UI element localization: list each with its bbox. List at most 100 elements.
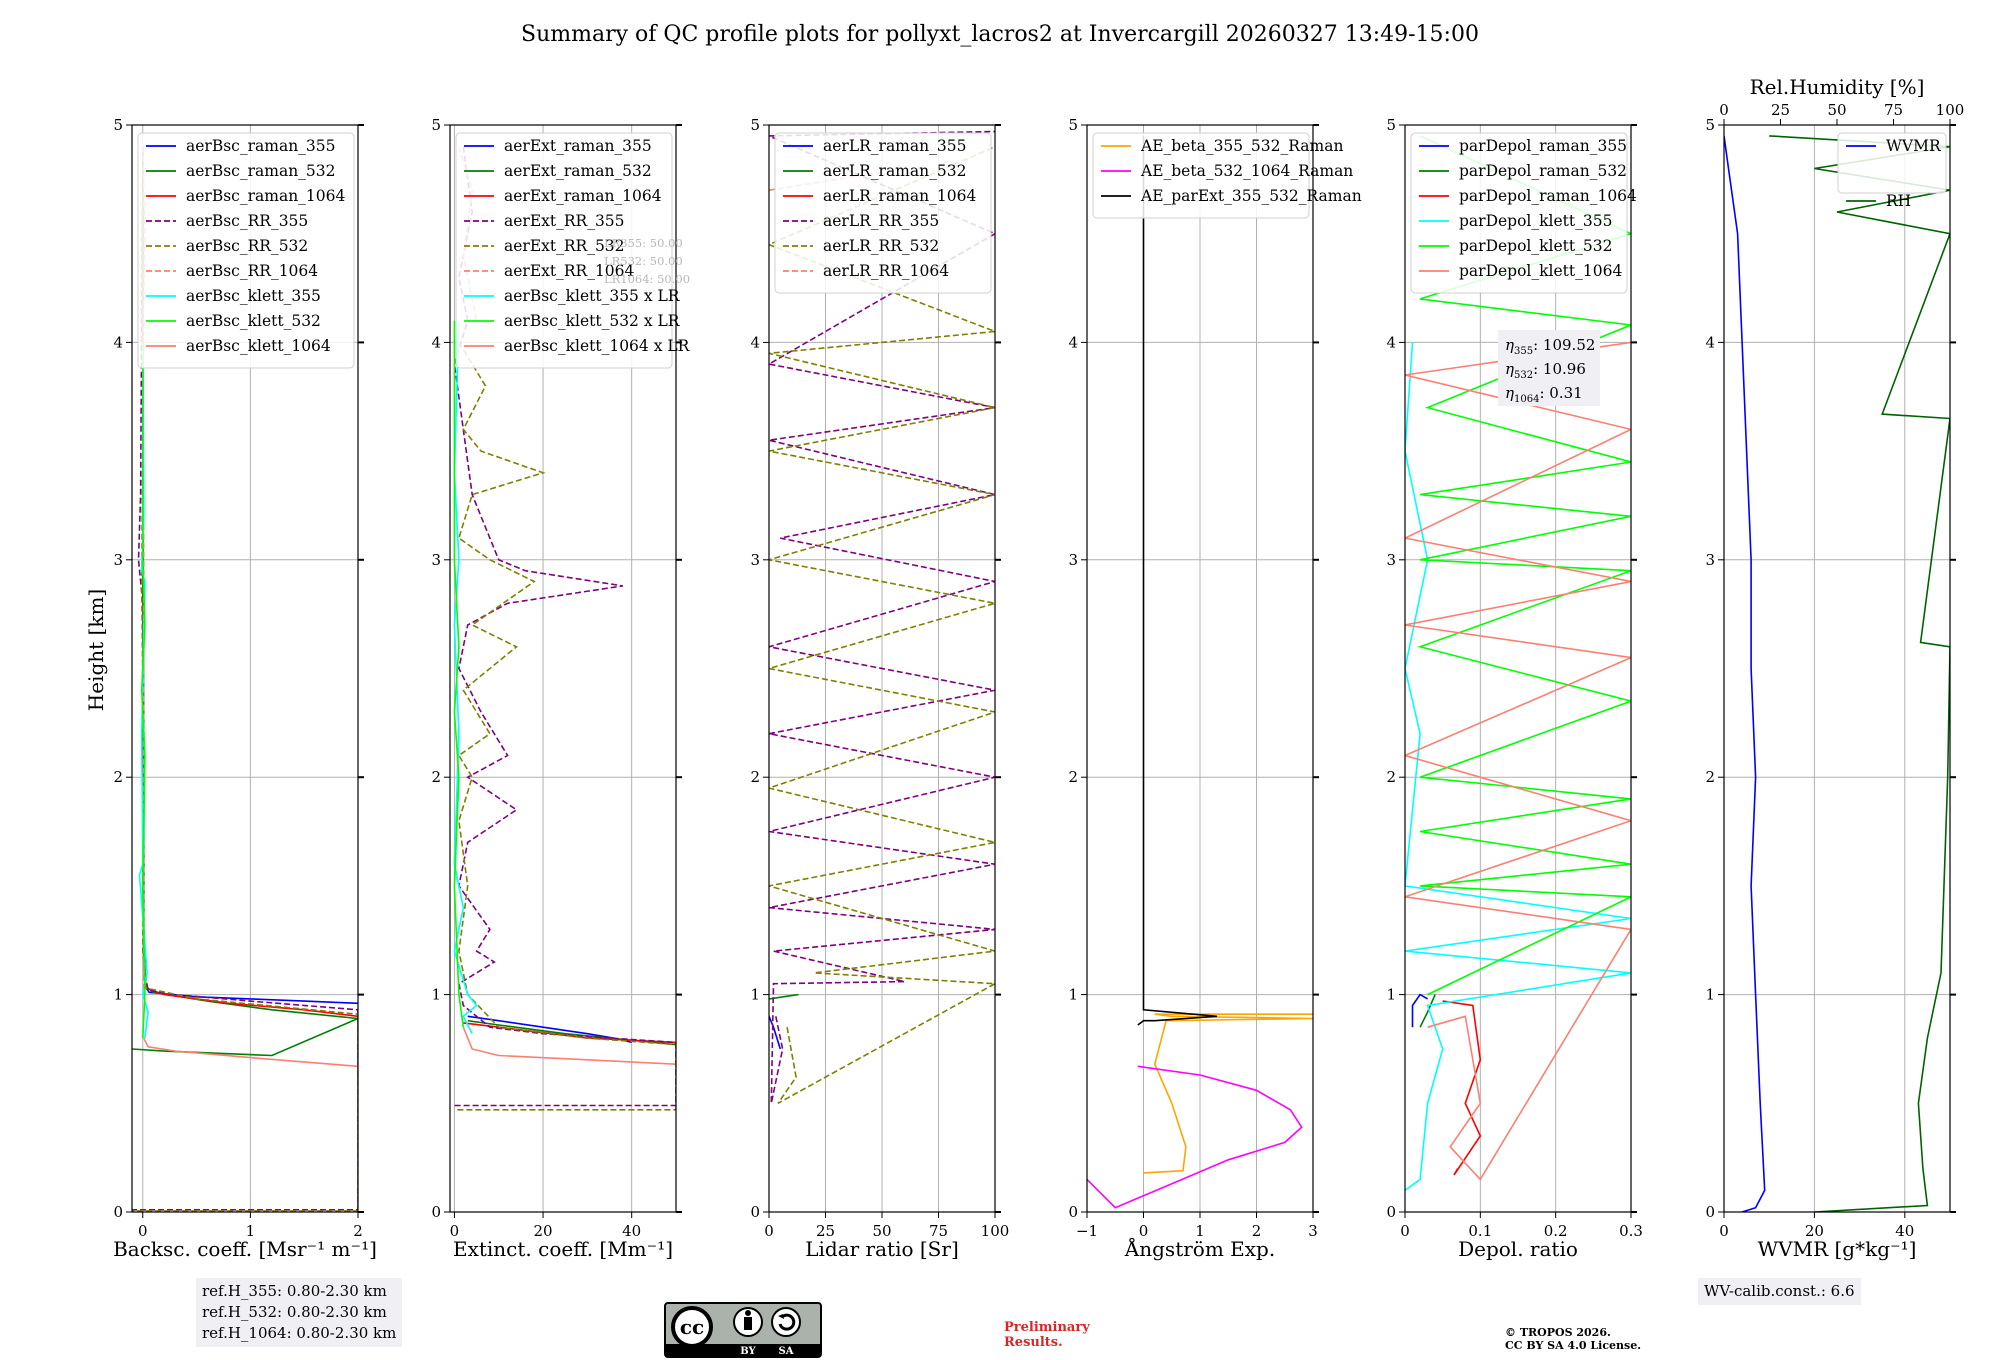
y-tick-label: 1: [1705, 986, 1715, 1004]
series-line-aerLR_RR_532: [769, 145, 995, 1105]
eta-value: : 0.31: [1539, 384, 1582, 402]
legend-box: [137, 132, 355, 369]
series-line-RH: [1769, 135, 1950, 1212]
eta-value: : 10.96: [1533, 360, 1586, 378]
series-line-parDepol_klett_355: [1405, 342, 1631, 1191]
eta-subscript: 355: [1514, 346, 1533, 357]
reference-height-box: ref.H_355: 0.80-2.30 km ref.H_532: 0.80-…: [196, 1278, 403, 1347]
series-group: [1087, 135, 1313, 1209]
legend-box: [1410, 132, 1628, 294]
x-tick-label: 0: [450, 1222, 460, 1240]
axes-frame: [131, 124, 359, 1213]
lr-fixed-label: LR355: 50.00: [604, 236, 683, 250]
eta-symbol: η: [1505, 384, 1514, 402]
y-tick-label: 5: [1386, 116, 1396, 134]
preliminary-notice: Preliminary Results.: [1004, 1320, 1090, 1350]
legend-label: aerBsc_klett_1064: [186, 337, 331, 355]
legend: aerBsc_raman_355 aerBsc_raman_532 aerBsc_r…: [137, 132, 355, 369]
legend-label: AE_parExt_355_532_Raman: [1140, 187, 1362, 205]
x-tick-label: 20: [534, 1222, 553, 1240]
panel-1: 0 1 2 0 1 2 3 4 5 Backsc. coeff. [Msr⁻¹ m⁻¹] aerBs…: [113, 116, 377, 1261]
y-tick-label: 2: [113, 768, 123, 786]
x2-tick-label: 0: [1719, 101, 1729, 119]
eta-label: η1064: 0.31: [1505, 384, 1583, 405]
y-tick-label: 3: [113, 551, 123, 569]
legend-label: aerBsc_raman_532: [186, 162, 336, 180]
y-tick-label: 1: [1068, 986, 1078, 1004]
x2-axis-label: Rel.Humidity [%]: [1750, 75, 1925, 99]
y-tick-label: 3: [750, 551, 760, 569]
wv-calibration-box: WV-calib.const.: 6.6: [1698, 1278, 1861, 1305]
preliminary-line-2: Results.: [1004, 1335, 1063, 1350]
y-tick-label: 3: [1068, 551, 1078, 569]
y-tick-label: 3: [431, 551, 441, 569]
series-line-parDepol_raman_532: [1419, 994, 1436, 1028]
legend-label: aerBsc_klett_532 x LR: [504, 312, 681, 330]
ref-height-355: ref.H_355: 0.80-2.30 km: [202, 1282, 387, 1300]
y-tick-label: 2: [431, 768, 441, 786]
series-line-aerBsc_klett_355: [138, 342, 149, 1039]
eta-box: [1498, 330, 1600, 406]
legend-label: parDepol_klett_1064: [1459, 262, 1622, 280]
preliminary-line-1: Preliminary: [1004, 1320, 1090, 1335]
legend: AE_beta_355_532_Raman AE_beta_532_1064_Ra…: [1092, 132, 1362, 219]
eta-subscript: 1064: [1514, 394, 1539, 405]
eta-symbol: η: [1505, 360, 1514, 378]
y-tick-label: 1: [1386, 986, 1396, 1004]
legend: aerExt_raman_355 aerExt_raman_532 aerExt_r…: [455, 132, 691, 369]
series-line-aerLR_raman_355: [769, 1015, 782, 1050]
series-line-aerBsc_klett_1064 x LR: [462, 1026, 676, 1065]
x2-tick-label: 75: [1884, 101, 1903, 119]
series-group: [1724, 135, 1950, 1212]
x-axis-label: Extinct. coeff. [Mm⁻¹]: [453, 1237, 673, 1261]
y-tick-label: 3: [1705, 551, 1715, 569]
x-tick-label: 40: [622, 1222, 641, 1240]
y-tick-label: 0: [1705, 1203, 1715, 1221]
x-tick-label: 25: [816, 1222, 835, 1240]
x2-tick-label: 25: [1771, 101, 1790, 119]
copyright-line-1: © TROPOS 2026.: [1505, 1326, 1611, 1339]
panel-3: 0 25 50 75 100 0 1 2 3 4 5 Lidar ratio [Sr] aerLR_ra…: [750, 116, 1009, 1261]
x-axis-label: Ångström Exp.: [1124, 1236, 1275, 1261]
legend-box: [1837, 132, 1947, 194]
y-tick-label: 4: [113, 333, 123, 351]
legend: parDepol_raman_355 parDepol_raman_532 parD…: [1410, 132, 1637, 294]
x-tick-label: 3: [1308, 1222, 1318, 1240]
legend-label: aerExt_raman_532: [504, 162, 652, 180]
legend-label: AE_beta_532_1064_Raman: [1140, 162, 1353, 180]
y-tick-label: 1: [750, 986, 760, 1004]
legend-label: aerBsc_klett_1064 x LR: [504, 337, 691, 355]
y-tick-label: 0: [1386, 1203, 1396, 1221]
sa-mark: SA: [779, 1346, 794, 1357]
legend-label: parDepol_klett_355: [1459, 212, 1612, 230]
series-line-aerBsc_klett_1064: [143, 1037, 358, 1068]
legend-label: aerLR_raman_1064: [823, 187, 976, 205]
legend-label: aerLR_RR_1064: [823, 262, 949, 280]
legend-label: parDepol_raman_532: [1459, 162, 1627, 180]
y-tick-label: 2: [1705, 768, 1715, 786]
legend-box: [1092, 132, 1310, 219]
copyright-line-2: CC BY SA 4.0 License.: [1505, 1339, 1642, 1352]
x-tick-label: 0: [1400, 1222, 1410, 1240]
x-tick-label: 2: [353, 1222, 363, 1240]
x2-tick-label: 100: [1936, 101, 1965, 119]
x-tick-label: 0: [764, 1222, 774, 1240]
cc-mark: cc: [680, 1315, 704, 1339]
series-line-aerExt_RR_355: [453, 146, 676, 1107]
y-tick-label: 1: [113, 986, 123, 1004]
legend-label: aerLR_raman_532: [823, 162, 966, 180]
panel-2: 0 20 40 0 1 2 3 4 5 Extinct. coeff. [Mm⁻¹] aerExt_…: [431, 116, 690, 1261]
y-tick-label: 4: [1386, 333, 1396, 351]
x-tick-label: 0: [1139, 1222, 1149, 1240]
y-tick-label: 5: [113, 116, 123, 134]
x-tick-label: 1: [1195, 1222, 1205, 1240]
eta-label: η355: 109.52: [1505, 336, 1595, 357]
series-line-WVMR: [1724, 135, 1766, 1212]
series-line-AE_beta_355_532_Raman: [1143, 1013, 1313, 1174]
eta-label: η532: 10.96: [1505, 360, 1586, 381]
series-group: [132, 146, 358, 1212]
legend-label: aerBsc_raman_355: [186, 137, 336, 155]
